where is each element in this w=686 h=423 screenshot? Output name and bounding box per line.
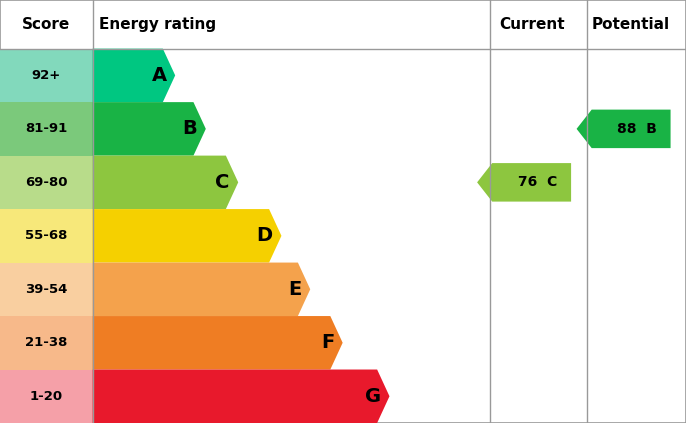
Text: Current: Current [499, 17, 565, 32]
Text: 81-91: 81-91 [25, 122, 67, 135]
Text: 39-54: 39-54 [25, 283, 67, 296]
Text: 76  C: 76 C [517, 176, 557, 190]
Text: Energy rating: Energy rating [99, 17, 217, 32]
Bar [0, 209, 93, 263]
Text: D: D [257, 226, 273, 245]
Polygon shape [93, 102, 206, 156]
Text: A: A [152, 66, 167, 85]
Polygon shape [93, 209, 281, 263]
Bar [0, 102, 93, 156]
Text: 21-38: 21-38 [25, 336, 67, 349]
Bar [0, 263, 93, 316]
Bar [0, 49, 93, 102]
Bar [0, 370, 93, 423]
Text: F: F [321, 333, 334, 352]
Polygon shape [93, 316, 343, 370]
Text: E: E [288, 280, 302, 299]
Polygon shape [93, 370, 390, 423]
Polygon shape [477, 163, 571, 202]
Polygon shape [93, 49, 175, 102]
Polygon shape [93, 263, 310, 316]
Text: B: B [182, 119, 197, 138]
Polygon shape [93, 156, 238, 209]
Text: C: C [215, 173, 230, 192]
Text: G: G [365, 387, 381, 406]
Bar [0, 156, 93, 209]
Text: 69-80: 69-80 [25, 176, 67, 189]
Text: 88  B: 88 B [617, 122, 657, 136]
Text: 92+: 92+ [32, 69, 61, 82]
Text: 1-20: 1-20 [29, 390, 63, 403]
Bar [0, 316, 93, 370]
Text: 55-68: 55-68 [25, 229, 67, 242]
Polygon shape [576, 110, 671, 148]
Text: Potential: Potential [592, 17, 670, 32]
Text: Score: Score [22, 17, 71, 32]
